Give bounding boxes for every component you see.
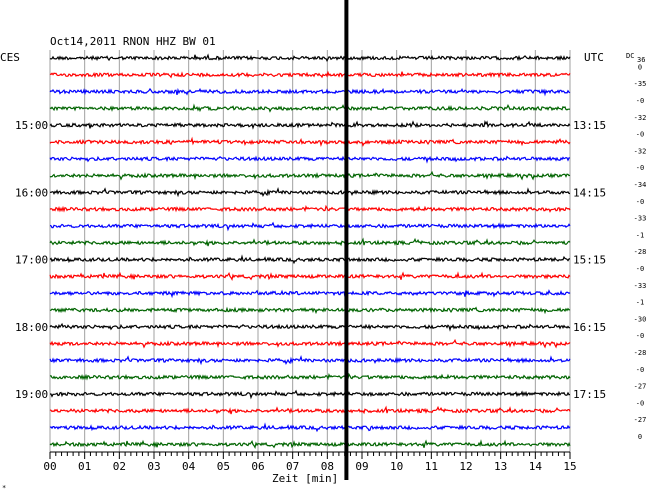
trace-row-4 (49, 120, 571, 130)
x-tick-label-13: 13 (494, 460, 507, 473)
trace-row-12 (49, 254, 571, 265)
trace-row-10 (49, 221, 571, 232)
x-tick-label-06: 06 (251, 460, 264, 473)
dc-offset-16: -0 (636, 332, 644, 340)
dc-offset-9: -33 (634, 215, 647, 223)
dc-offset-3: -32 (634, 114, 647, 122)
dc-offset-5: -32 (634, 147, 647, 155)
right-timezone-label: UTC (584, 51, 604, 64)
dc-offset-10: -1 (636, 231, 644, 239)
right-hour-label-17:15: 17:15 (573, 388, 606, 401)
labels-layer: 15:00 16:00 17:00 18:00 19:00 13:15 14:15 15:15… (15, 63, 646, 441)
dc-offset-15: -30 (634, 315, 647, 323)
trace-row-1 (49, 70, 571, 79)
x-tick-label-12: 12 (459, 460, 472, 473)
x-tick-label-10: 10 (390, 460, 403, 473)
x-tick-label-09: 09 (355, 460, 368, 473)
right-hour-label-16:15: 16:15 (573, 321, 606, 334)
dc-offset-22: 0 (638, 433, 642, 441)
trace-row-21 (49, 405, 571, 415)
trace-row-0 (49, 53, 571, 63)
trace-row-18 (49, 354, 571, 366)
left-hour-label-15:00: 15:00 (15, 119, 48, 132)
x-tick-label-08: 08 (321, 460, 334, 473)
trace-row-22 (49, 422, 571, 433)
dc-offset-0: 0 (638, 63, 642, 71)
x-tick-label-11: 11 (425, 460, 438, 473)
trace-row-8 (49, 186, 571, 198)
dc-header-value: 36 (637, 56, 645, 64)
trace-row-15 (49, 306, 571, 315)
corner-mark: * (2, 484, 6, 492)
dc-offset-12: -0 (636, 265, 644, 273)
x-axis-label: Zeit [min] (272, 472, 338, 485)
dc-offset-4: -0 (636, 131, 644, 139)
left-hour-label-16:00: 16:00 (15, 186, 48, 199)
x-tick-label-14: 14 (529, 460, 543, 473)
trace-row-5 (49, 136, 571, 148)
right-hour-label-13:15: 13:15 (573, 119, 606, 132)
trace-row-23 (49, 439, 571, 449)
axis-layer: 00 01 02 03 04 05 06 07 08 09 10 11 12 13 14 15 (43, 451, 577, 473)
chart-title: Oct14,2011 RNON HHZ BW 01 (50, 35, 216, 48)
trace-row-14 (49, 289, 571, 299)
trace-row-19 (49, 372, 571, 381)
dc-offset-1: -35 (634, 80, 647, 88)
x-tick-label-07: 07 (286, 460, 299, 473)
right-hour-label-15:15: 15:15 (573, 254, 606, 267)
trace-row-3 (49, 103, 571, 113)
dc-offset-19: -27 (634, 383, 647, 391)
x-tick-label-04: 04 (182, 460, 196, 473)
x-tick-label-00: 00 (43, 460, 56, 473)
traces-layer (49, 53, 571, 449)
dc-offset-21: -27 (634, 416, 647, 424)
dc-offset-17: -28 (634, 349, 647, 357)
left-timezone-label: CES (0, 51, 20, 64)
dc-offset-11: -28 (634, 248, 647, 256)
trace-row-16 (49, 322, 571, 332)
dc-offset-14: -1 (636, 299, 644, 307)
trace-row-20 (49, 389, 571, 400)
dc-header-label: DC (626, 52, 634, 60)
dc-offset-13: -33 (634, 282, 647, 290)
trace-row-17 (49, 338, 571, 349)
dc-offset-7: -34 (634, 181, 647, 189)
dc-offset-2: -0 (636, 97, 644, 105)
grid-layer (49, 50, 571, 452)
right-hour-label-14:15: 14:15 (573, 186, 606, 199)
left-hour-label-17:00: 17:00 (15, 254, 48, 267)
trace-row-6 (49, 155, 571, 164)
dc-offset-6: -0 (636, 164, 644, 172)
x-tick-label-03: 03 (147, 460, 160, 473)
trace-row-7 (49, 170, 571, 181)
trace-row-13 (49, 271, 571, 281)
dc-offset-18: -0 (636, 366, 644, 374)
trace-row-9 (49, 204, 571, 213)
trace-row-2 (49, 87, 571, 97)
dc-offset-8: -0 (636, 198, 644, 206)
x-tick-label-01: 01 (78, 460, 91, 473)
left-hour-label-18:00: 18:00 (15, 321, 48, 334)
dc-offset-20: -0 (636, 399, 644, 407)
left-hour-label-19:00: 19:00 (15, 388, 48, 401)
x-tick-label-02: 02 (113, 460, 126, 473)
trace-row-11 (49, 237, 571, 247)
x-tick-label-15: 15 (563, 460, 576, 473)
x-tick-label-05: 05 (217, 460, 230, 473)
